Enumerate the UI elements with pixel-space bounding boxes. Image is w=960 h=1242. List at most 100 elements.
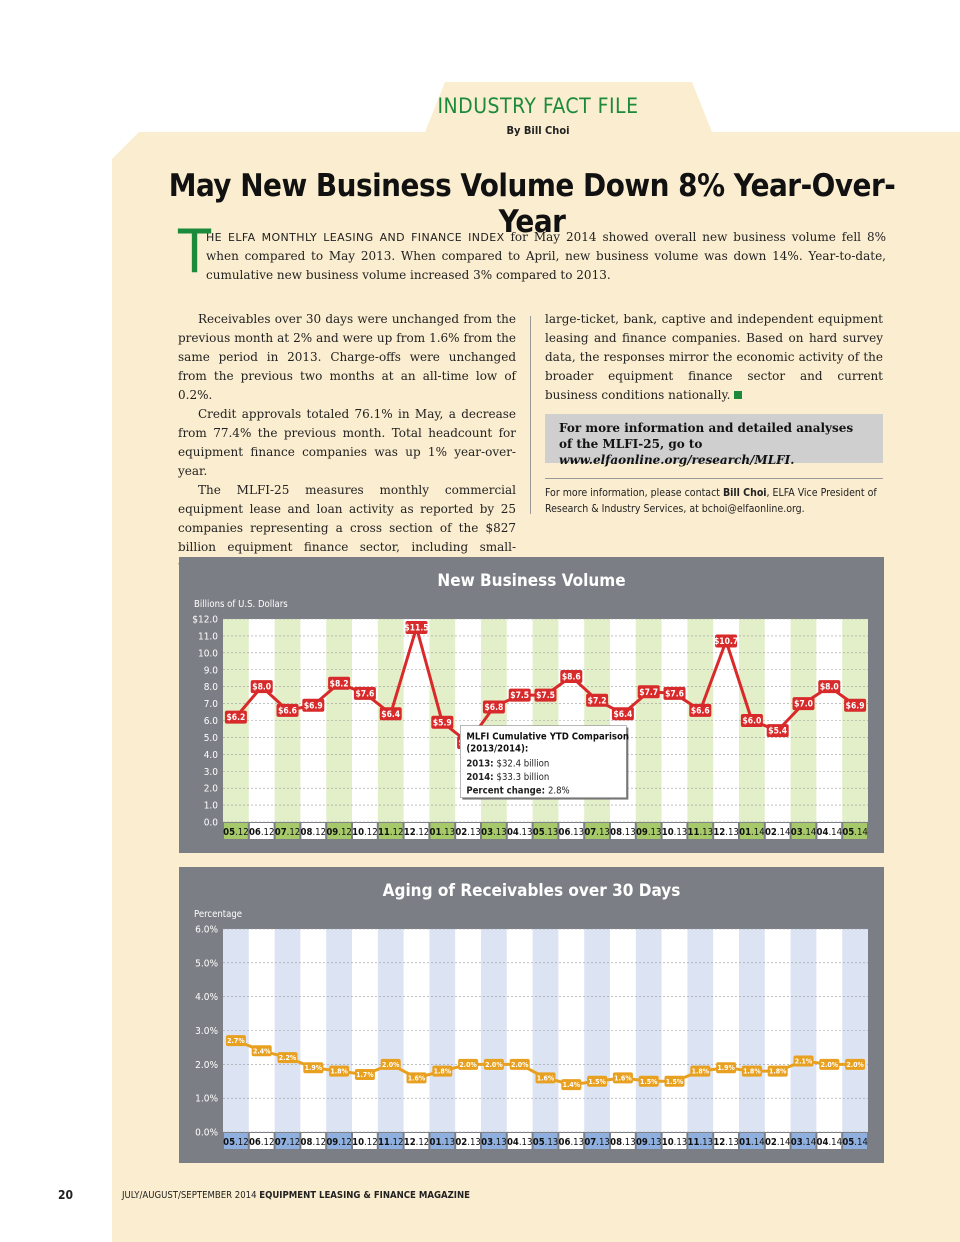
x-tick-label: 03.14 — [791, 1137, 817, 1148]
x-tick-box — [765, 823, 790, 839]
data-label: $6.4 — [381, 710, 400, 720]
x-tick-label: 02.14 — [765, 827, 791, 838]
x-tick-label: 10.13 — [662, 827, 688, 838]
x-tick-box — [843, 1133, 867, 1149]
x-tick-box — [740, 1133, 764, 1149]
y-tick-label: 0.0 — [204, 818, 219, 829]
x-tick-label: 06.12 — [249, 827, 275, 838]
x-tick-box — [611, 823, 635, 839]
y-tick-label: 7.0 — [204, 699, 219, 710]
x-tick-box — [585, 1133, 609, 1149]
x-tick-label: 05.14 — [842, 1137, 868, 1148]
data-label: $8.0 — [252, 683, 271, 693]
y-tick-label: 0.0% — [195, 1128, 218, 1139]
data-label-box — [354, 1068, 375, 1080]
x-tick-label: 11.13 — [688, 827, 714, 838]
data-label: 2.0% — [821, 1061, 839, 1069]
x-tick-box — [327, 823, 351, 839]
data-label-box — [380, 1058, 401, 1070]
section-title: INDUSTRY FACT FILE — [437, 94, 639, 118]
data-label: 1.5% — [640, 1078, 658, 1086]
x-tick-label: 08.13 — [610, 827, 636, 838]
x-tick-label: 12.12 — [404, 827, 430, 838]
x-tick-box — [456, 1133, 480, 1149]
data-label-box — [328, 676, 351, 690]
data-label-box — [509, 1058, 530, 1070]
data-label: $5.9 — [433, 718, 452, 728]
x-tick-label: 03.13 — [481, 1137, 507, 1148]
data-label-box — [431, 715, 454, 729]
data-label: 1.5% — [588, 1078, 606, 1086]
x-tick-box — [843, 823, 867, 839]
x-tick-box — [507, 823, 532, 839]
x-tick-label: 07.13 — [584, 1137, 610, 1148]
lead-text: HE ELFA MONTHLY LEASING AND FINANCE INDE… — [206, 228, 886, 285]
x-tick-label: 05.12 — [223, 827, 249, 838]
data-label: $8.0 — [820, 683, 839, 693]
data-label-box — [638, 1075, 659, 1087]
y-tick-label: 3.0% — [195, 1026, 218, 1037]
data-label: $5.4 — [768, 727, 787, 737]
annotation-row: Percent change: 2.8% — [466, 786, 569, 797]
x-tick-label: 06.12 — [249, 1137, 275, 1148]
x-tick-label: 05.12 — [223, 1137, 249, 1148]
y-tick-label: 3.0 — [204, 767, 219, 778]
data-label-box — [535, 1072, 556, 1084]
data-label: 1.9% — [717, 1064, 735, 1072]
data-label: $7.2 — [588, 696, 607, 706]
headline: May New Business Volume Down 8% Year-Ove… — [168, 168, 896, 240]
data-label: $6.8 — [484, 703, 503, 713]
x-tick-label: 08.13 — [610, 1137, 636, 1148]
data-label-box — [302, 698, 325, 712]
data-label-box — [276, 703, 299, 717]
column-stripe — [429, 929, 456, 1132]
x-tick-label: 09.12 — [326, 827, 352, 838]
data-label-box — [741, 1065, 762, 1077]
y-tick-label: 5.0 — [204, 733, 219, 744]
x-tick-box — [378, 1133, 403, 1149]
data-label: 1.6% — [408, 1074, 426, 1082]
x-tick-label: 06.13 — [559, 827, 585, 838]
data-label: 2.4% — [253, 1047, 271, 1055]
x-tick-box — [430, 1133, 455, 1149]
body-column-1: Receivables over 30 days were unchanged … — [178, 310, 516, 576]
x-tick-label: 09.13 — [636, 1137, 662, 1148]
info-box: For more information and detailed analys… — [545, 414, 883, 467]
info-box-link[interactable]: www.elfaonline.org/research/MLFI. — [559, 453, 795, 467]
x-tick-label: 11.12 — [378, 827, 404, 838]
x-tick-label: 12.13 — [713, 827, 739, 838]
column-divider — [530, 316, 531, 514]
x-tick-box — [688, 823, 713, 839]
data-label: $6.6 — [691, 706, 710, 716]
x-tick-box — [559, 1133, 584, 1149]
data-label-box — [612, 1072, 633, 1084]
data-label: $11.5 — [404, 624, 428, 634]
data-label: 1.6% — [614, 1074, 632, 1082]
data-label-box — [561, 1079, 582, 1091]
footer-page-number: 20 — [58, 1188, 74, 1202]
y-tick-label: 6.0% — [195, 925, 218, 936]
x-tick-label: 08.12 — [301, 1137, 327, 1148]
body-paragraph: large-ticket, bank, captive and independ… — [545, 312, 883, 402]
data-label-box — [534, 688, 557, 702]
chart-title: Aging of Receivables over 30 Days — [383, 881, 681, 901]
contact-note: For more information, please contact Bil… — [545, 487, 877, 515]
x-tick-box — [301, 1133, 326, 1149]
y-tick-label: 8.0 — [204, 682, 219, 693]
x-tick-label: 07.12 — [275, 1137, 301, 1148]
x-tick-label: 01.13 — [430, 827, 456, 838]
x-tick-label: 09.13 — [636, 827, 662, 838]
byline: By Bill Choi — [506, 124, 570, 137]
x-tick-box — [353, 823, 377, 839]
x-tick-box — [636, 823, 661, 839]
x-tick-box — [482, 1133, 506, 1149]
x-tick-box — [507, 1133, 532, 1149]
data-label: $6.9 — [304, 701, 323, 711]
x-tick-box — [714, 823, 738, 839]
data-label-box — [405, 620, 428, 634]
body-column-2: large-ticket, bank, captive and independ… — [545, 310, 883, 405]
x-tick-label: 02.13 — [455, 1137, 481, 1148]
x-tick-box — [224, 823, 248, 839]
body-paragraph: Receivables over 30 days were unchanged … — [178, 312, 516, 402]
y-tick-label: 2.0 — [204, 784, 219, 795]
